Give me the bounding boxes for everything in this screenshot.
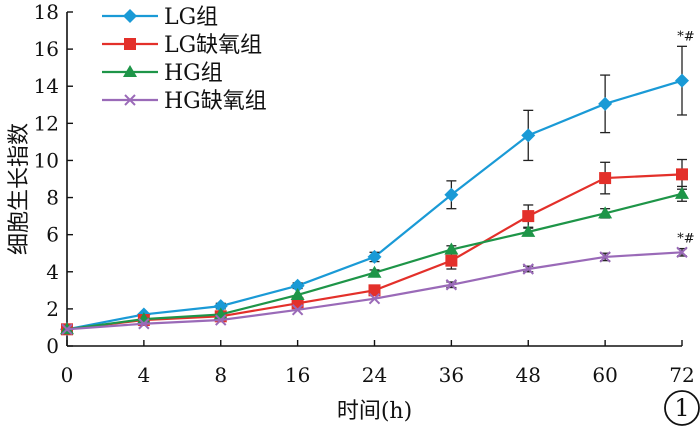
data-point (367, 249, 382, 264)
x-tick-label: 48 (516, 363, 541, 387)
data-point-stroke (599, 251, 611, 263)
data-point (599, 172, 612, 185)
legend-label: LG缺氧组 (164, 33, 262, 58)
data-point (367, 265, 382, 278)
x-tick-label: 72 (669, 363, 694, 387)
data-point (444, 242, 459, 255)
legend-item-4: HG缺氧组 (102, 89, 267, 114)
y-tick-label: 12 (34, 111, 59, 135)
data-point (522, 210, 535, 223)
y-tick-label: 16 (34, 37, 59, 61)
data-point-stroke (61, 323, 73, 336)
significance-mark: *# (677, 29, 694, 44)
y-tick-label: 18 (34, 0, 59, 24)
significance-mark: *# (677, 232, 694, 247)
series-layer: *# *# (60, 29, 695, 337)
x-axis-title: 时间(h) (337, 399, 412, 424)
panel-label-circle (664, 390, 700, 426)
data-point (522, 263, 534, 275)
x-tick-label: 0 (61, 363, 74, 387)
data-point (368, 292, 381, 305)
data-point (445, 254, 458, 267)
y-tick-label: 0 (46, 334, 59, 358)
x-tick-label: 16 (285, 363, 310, 387)
data-point-stroke (215, 314, 227, 326)
y-tick-label: 14 (34, 74, 59, 98)
legend-item-2: LG缺氧组 (102, 33, 262, 58)
panel-label: 1 (664, 390, 700, 426)
data-point (521, 224, 536, 237)
legend-item-1: LG组 (102, 5, 218, 30)
legend-item-3: HG组 (102, 61, 223, 86)
data-point (444, 187, 459, 202)
data-point (598, 96, 613, 111)
data-point (445, 279, 458, 291)
data-point-stroke (676, 246, 688, 259)
data-point (290, 287, 305, 300)
y-tick-label: 10 (34, 148, 59, 172)
y-tick-label: 6 (46, 223, 59, 247)
data-point (675, 186, 689, 199)
x-tick-label: 8 (214, 363, 227, 387)
data-point (215, 314, 227, 326)
data-point (213, 299, 228, 314)
data-point (368, 284, 381, 297)
legend-marker (123, 9, 137, 23)
legend-label: LG组 (164, 5, 218, 30)
data-point (598, 206, 613, 219)
panel-label-text: 1 (674, 394, 689, 422)
legend-label: HG组 (164, 61, 223, 86)
series-2 (61, 158, 688, 336)
series-4 (61, 246, 688, 336)
data-point (675, 73, 689, 88)
data-point (676, 246, 688, 259)
data-point-stroke (291, 304, 304, 316)
x-tick-label: 36 (439, 363, 464, 387)
legend-marker (124, 94, 136, 106)
data-point (290, 278, 305, 293)
y-tick-label: 2 (46, 297, 59, 321)
data-point (676, 168, 688, 181)
data-point (599, 251, 611, 263)
data-point (521, 128, 536, 143)
legend: LG组 LG缺氧组 HG组 HG缺氧组 (102, 5, 267, 114)
x-tick-label: 4 (138, 363, 151, 387)
y-axis-title: 细胞生长指数 (7, 123, 32, 255)
data-point (291, 304, 304, 316)
y-tick-label: 8 (46, 186, 59, 210)
legend-marker (124, 38, 136, 50)
data-point-stroke (522, 263, 534, 275)
data-point-stroke (445, 279, 458, 291)
legend-marker (123, 65, 137, 77)
data-point-stroke (368, 292, 381, 305)
x-tick-label: 24 (362, 363, 387, 387)
data-point (61, 323, 73, 336)
data-point (138, 318, 150, 330)
legend-label: HG缺氧组 (164, 89, 267, 114)
x-tick-label: 60 (592, 363, 617, 387)
data-point-stroke (138, 318, 150, 330)
y-tick-label: 4 (46, 260, 59, 284)
legend-marker-stroke (124, 94, 136, 106)
